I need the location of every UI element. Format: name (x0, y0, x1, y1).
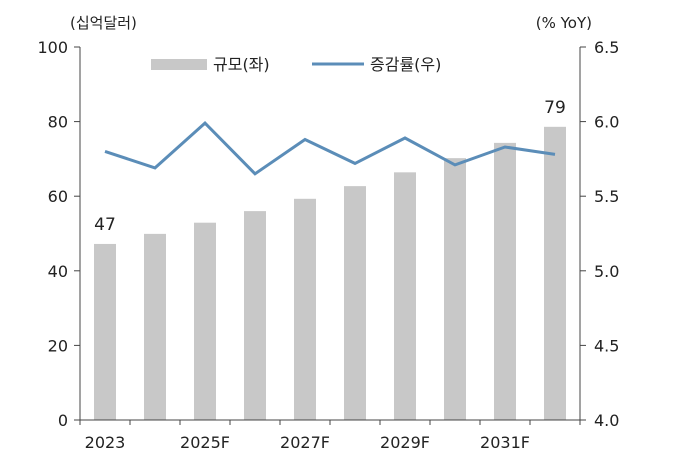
legend-label-bar: 규모(좌) (213, 55, 270, 74)
bar-series (94, 126, 566, 421)
right-tick-label: 5.5 (594, 187, 619, 206)
left-tick-label: 40 (48, 262, 68, 281)
x-tick-label: 2027F (280, 433, 330, 452)
x-tick-label: 2025F (180, 433, 230, 452)
x-tick-label: 2031F (480, 433, 530, 452)
left-tick-label: 100 (37, 38, 68, 57)
line-series (104, 121, 556, 176)
left-tick-label: 80 (48, 113, 68, 132)
legend-label-line: 증감률(우) (370, 55, 441, 74)
x-tick-label: 2023 (85, 433, 126, 452)
bar (344, 186, 366, 420)
bar (294, 198, 316, 420)
bar (194, 222, 216, 420)
legend: 규모(좌) 증감률(우) (151, 55, 441, 74)
bar-data-label: 79 (544, 98, 566, 118)
left-tick-label: 20 (48, 336, 68, 355)
right-tick-label: 5.0 (594, 262, 619, 281)
bar (144, 233, 166, 420)
right-axis-unit: (% YoY) (536, 14, 592, 32)
left-tick-label: 0 (58, 411, 68, 430)
right-tick-label: 4.5 (594, 336, 619, 355)
bar (444, 158, 466, 421)
bar-data-label: 47 (94, 215, 116, 235)
bar (494, 142, 516, 420)
left-axis-ticks: 0 20 40 60 80 100 (37, 38, 80, 430)
line-series-layer (104, 121, 556, 176)
bar (244, 211, 266, 420)
x-tick-label: 2029F (380, 433, 430, 452)
bar (544, 126, 566, 421)
bar (394, 172, 416, 420)
bar (94, 243, 116, 420)
left-tick-label: 60 (48, 187, 68, 206)
right-axis-ticks: 4.0 4.5 5.0 5.5 6.0 6.5 (580, 38, 619, 430)
legend-swatch-bar (151, 59, 207, 70)
right-tick-label: 6.0 (594, 113, 619, 132)
right-tick-label: 6.5 (594, 38, 619, 57)
x-axis-ticks: 2023 2025F 2027F 2029F 2031F (79, 420, 581, 452)
data-labels: 47 79 (94, 98, 566, 235)
right-tick-label: 4.0 (594, 411, 619, 430)
left-axis-unit: (십억달러) (70, 14, 137, 32)
